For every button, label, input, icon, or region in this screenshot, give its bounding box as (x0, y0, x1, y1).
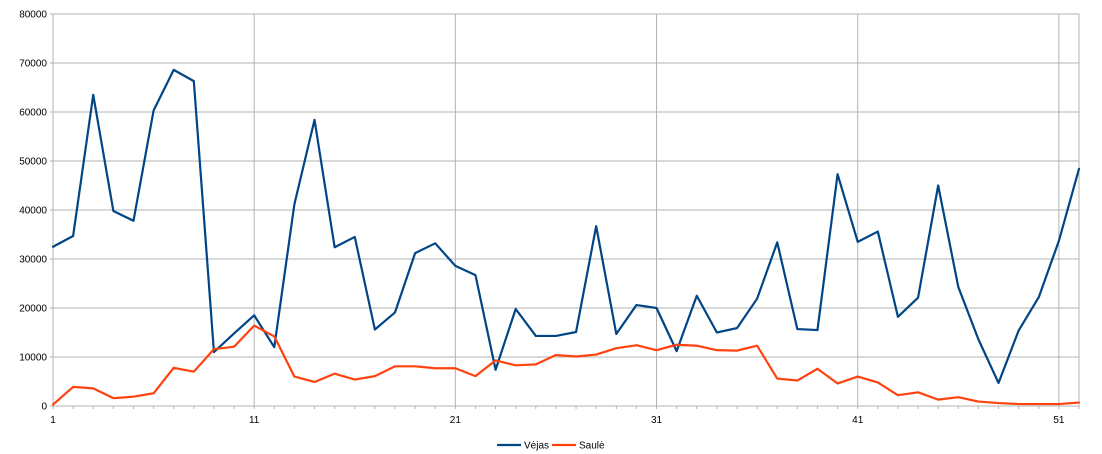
x-tick-label: 31 (651, 415, 663, 426)
y-tick-label: 50000 (19, 157, 47, 168)
x-tick-label: 11 (249, 415, 260, 426)
y-tick-label: 40000 (19, 206, 47, 217)
y-tick-label: 80000 (19, 10, 47, 21)
y-tick-label: 70000 (19, 59, 47, 70)
legend-label: Saulė (579, 441, 605, 452)
series-lines (51, 68, 1081, 406)
x-tick-label: 21 (450, 415, 462, 426)
series-line-1 (51, 324, 1081, 406)
legend: Vėjas Saulė (497, 441, 605, 452)
x-axis-tick-labels: 1 11 21 31 41 51 (50, 415, 1065, 426)
y-tick-label: 30000 (19, 255, 47, 266)
x-tick-label: 1 (50, 415, 56, 426)
x-tick-label: 41 (852, 415, 864, 426)
x-tick-label: 51 (1053, 415, 1065, 426)
y-tick-label: 10000 (19, 353, 47, 364)
legend-label: Vėjas (524, 441, 549, 452)
gridlines (52, 13, 1079, 407)
axes (50, 13, 1080, 409)
y-tick-label: 20000 (19, 304, 47, 315)
series-line-0 (51, 68, 1081, 385)
y-tick-label: 60000 (19, 108, 47, 119)
y-axis-tick-labels: 0 10000 20000 30000 40000 50000 60000 70000 8000… (19, 10, 47, 413)
y-tick-label: 0 (41, 402, 47, 413)
